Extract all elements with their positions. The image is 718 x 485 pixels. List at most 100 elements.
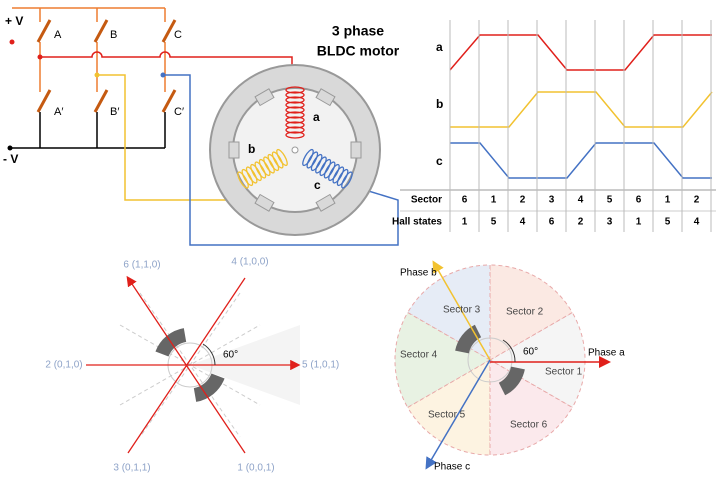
- coil-turn: [332, 166, 345, 184]
- coil-label: a: [313, 110, 320, 124]
- hall-state-cell: 4: [520, 217, 526, 228]
- sector-cell: 1: [665, 195, 671, 206]
- stator-tooth: [228, 141, 240, 159]
- motor-title: BLDC motor: [317, 43, 400, 59]
- hall-state-cell: 6: [549, 217, 555, 228]
- phase-arrow: [432, 260, 491, 361]
- coil-turn: [328, 163, 340, 182]
- sector-label: Sector 1: [545, 367, 583, 378]
- coil-turn: [302, 148, 314, 167]
- negative-rail: [10, 112, 166, 149]
- coil-turn: [323, 161, 336, 179]
- angle-label: 60°: [223, 350, 238, 361]
- phase-label: Phase a: [588, 348, 625, 359]
- angle-label: 60°: [523, 347, 538, 358]
- motor: [209, 64, 381, 236]
- phase-c-wire: [163, 74, 399, 246]
- stator-tooth: [254, 193, 275, 212]
- coil-turn: [341, 171, 353, 189]
- vector: [86, 278, 298, 454]
- coil-turn: [319, 158, 332, 177]
- signal-b: [450, 91, 713, 128]
- hall-state-cell: 5: [491, 217, 497, 228]
- coil-label: b: [248, 142, 255, 156]
- coil-turn: [237, 171, 249, 189]
- stator-tooth: [350, 141, 362, 159]
- stator-tooth: [254, 88, 275, 107]
- coil-turn: [285, 101, 305, 109]
- coil-turn: [285, 91, 305, 99]
- vector-label: 1 (0,0,1): [237, 463, 274, 474]
- sector-cell: 2: [520, 195, 526, 206]
- angle-arc: [202, 343, 216, 366]
- hall-state-cell: 4: [694, 217, 700, 228]
- positive-rail: [12, 7, 166, 22]
- sector-label: Sector 5: [428, 410, 466, 421]
- hall-state-cell: 1: [636, 217, 642, 228]
- sector-cell: 5: [607, 195, 613, 206]
- star-point: [291, 146, 299, 154]
- terminal: [7, 145, 13, 151]
- coil: [302, 148, 353, 189]
- coil-turn: [285, 111, 305, 119]
- sector-cell: 2: [694, 195, 700, 206]
- sector-label: Sector 3: [443, 305, 481, 316]
- rotor-pole: [498, 366, 525, 396]
- row-label: Sector: [411, 195, 442, 206]
- coil-turn: [310, 153, 323, 172]
- hall-timing: 6 1 1 5 2 4 3 6 4 2 5 3 6 1 1 5 2 4: [400, 20, 716, 232]
- hall-vectors: [86, 278, 300, 454]
- angle-arc: [502, 339, 516, 363]
- stator-tooth: [315, 193, 336, 212]
- coil-turn: [336, 168, 349, 187]
- vector-label: 2 (0,1,0): [45, 360, 82, 371]
- vector-label: 4 (1,0,0): [231, 257, 268, 268]
- hall-state-cell: 2: [578, 217, 584, 228]
- circuit: [7, 7, 399, 246]
- coil-turn: [250, 163, 262, 182]
- sector: [407, 359, 491, 456]
- hall-state-cell: 5: [665, 217, 671, 228]
- coil-turn: [285, 96, 305, 104]
- switch-label: B: [110, 29, 117, 41]
- sector-cell: 6: [636, 195, 642, 206]
- coil-turn: [263, 156, 275, 174]
- phase-leg: [39, 42, 166, 92]
- stator-tooth: [315, 88, 336, 107]
- coil-turn: [285, 126, 305, 134]
- switch-label: A′: [54, 106, 63, 118]
- node: [94, 72, 100, 78]
- supply-label: + V: [5, 14, 23, 28]
- coil-turn: [306, 151, 319, 169]
- coil: [237, 148, 288, 189]
- switch-label: C′: [174, 106, 184, 118]
- coil-turn: [276, 148, 288, 167]
- sector-cell: 3: [549, 195, 555, 206]
- coil-turn: [315, 156, 327, 174]
- coil-turn: [258, 158, 271, 177]
- rotor: [467, 337, 513, 383]
- sector: [394, 311, 492, 409]
- motor-title: 3 phase: [332, 23, 384, 39]
- hall-state-cell: 1: [462, 217, 468, 228]
- rotor-pole: [455, 324, 482, 354]
- sector: [489, 264, 573, 361]
- coil-turn: [285, 121, 305, 129]
- row-label: Hall states: [392, 217, 442, 228]
- phase-label: Phase c: [434, 462, 470, 473]
- signal-a: [449, 34, 712, 71]
- coil-turn: [241, 168, 254, 187]
- switch-label: C: [174, 29, 182, 41]
- phase-label: Phase b: [400, 268, 437, 279]
- coil-turn: [267, 153, 280, 172]
- switch-label: A: [54, 29, 62, 41]
- sector-cell: 4: [578, 195, 584, 206]
- coil-turn: [254, 161, 267, 179]
- coil-turn: [285, 116, 305, 124]
- sector-map-rotor: [425, 260, 611, 470]
- sector-cell: 6: [462, 195, 468, 206]
- signal-c: [450, 142, 712, 179]
